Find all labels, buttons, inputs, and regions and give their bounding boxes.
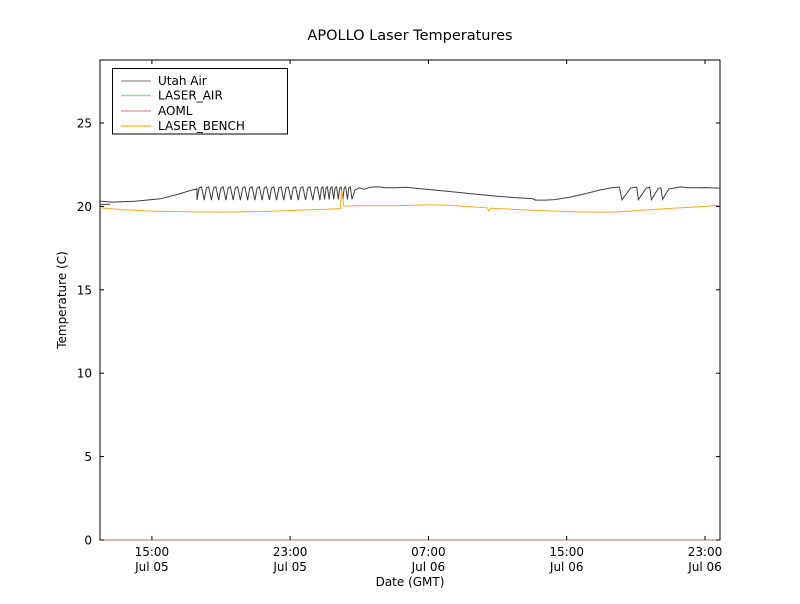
x-tick-date-label: Jul 05 (272, 560, 307, 574)
chart-title: APOLLO Laser Temperatures (307, 28, 512, 44)
x-axis-label: Date (GMT) (376, 575, 445, 589)
x-tick-time-label: 23:00 (688, 545, 723, 559)
legend-item: AOML (121, 104, 193, 118)
legend-box (112, 68, 288, 135)
series-line-utah-air (99, 186, 721, 203)
legend-label: LASER_AIR (158, 89, 223, 103)
legend-item: LASER_AIR (121, 89, 223, 103)
y-axis-label: Temperature (C) (55, 251, 69, 350)
series-layer (99, 186, 721, 541)
legend-label: Utah Air (158, 74, 207, 88)
legend-label: LASER_BENCH (158, 119, 245, 133)
y-tick-label: 15 (77, 283, 92, 297)
y-tick-label: 25 (77, 117, 92, 131)
series-line-laser-bench (99, 190, 721, 213)
x-tick-time-label: 15:00 (549, 545, 584, 559)
x-tick-time-label: 15:00 (135, 545, 170, 559)
x-tick-time-label: 23:00 (273, 545, 308, 559)
legend-item: Utah Air (121, 74, 207, 88)
x-tick-date-label: Jul 06 (687, 560, 722, 574)
y-tick-label: 10 (77, 367, 92, 381)
x-tick-date-label: Jul 06 (549, 560, 584, 574)
y-tick-label: 5 (84, 450, 92, 464)
x-tick-time-label: 07:00 (411, 545, 446, 559)
y-tick-label: 0 (84, 534, 92, 548)
x-tick-date-label: Jul 05 (134, 560, 169, 574)
legend-item: LASER_BENCH (121, 119, 245, 133)
y-tick-label: 20 (77, 200, 92, 214)
legend-label: AOML (158, 104, 193, 118)
x-tick-date-label: Jul 06 (411, 560, 446, 574)
